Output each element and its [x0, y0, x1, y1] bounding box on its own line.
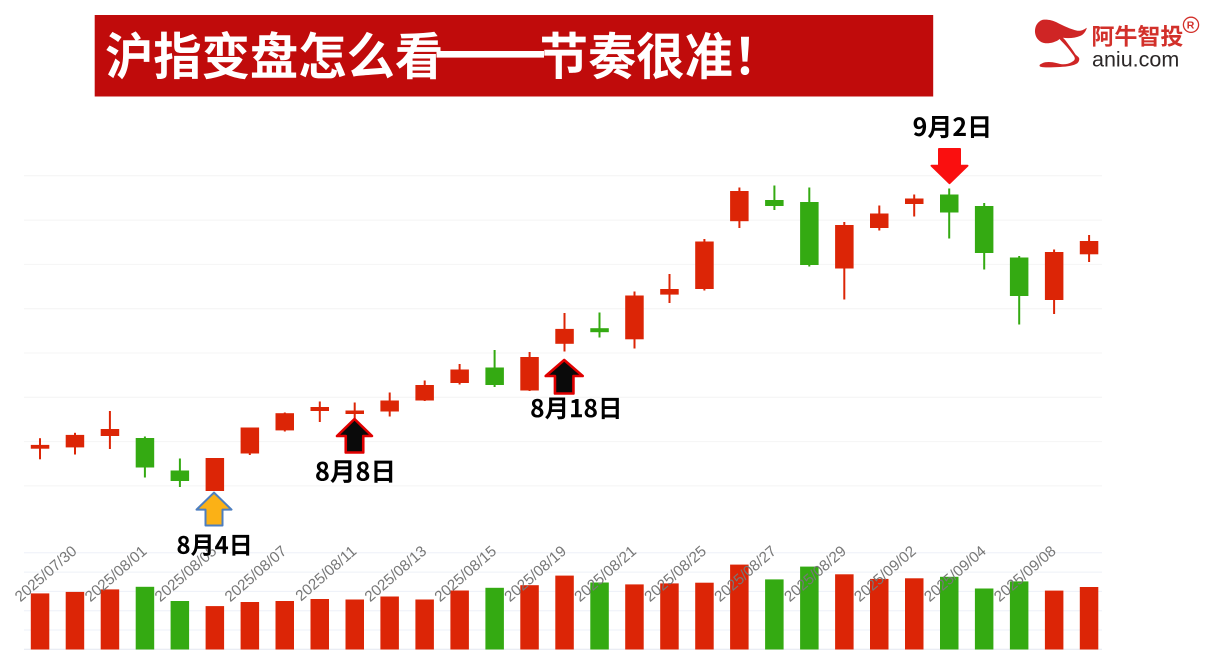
svg-text:R: R — [1187, 19, 1195, 31]
svg-text:2025/08/13: 2025/08/13 — [362, 543, 431, 606]
svg-text:2025/08/11: 2025/08/11 — [292, 543, 360, 605]
svg-text:aniu.com: aniu.com — [1092, 48, 1179, 72]
